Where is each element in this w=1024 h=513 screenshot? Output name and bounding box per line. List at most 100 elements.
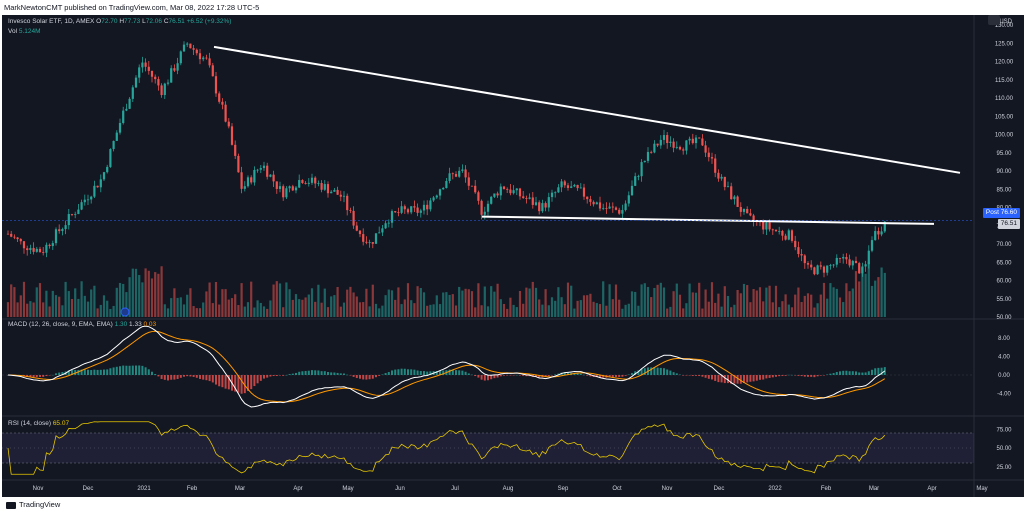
chart-canvas[interactable]: 130.00 125.00 120.00 115.00 110.00 105.00 100.… bbox=[2, 15, 1024, 497]
candle-body bbox=[416, 207, 419, 213]
macd-hist-bar bbox=[55, 373, 57, 375]
price-tick-label: 105.00 bbox=[995, 114, 1014, 120]
macd-hist-bar bbox=[794, 375, 797, 376]
volume-bar bbox=[694, 292, 698, 317]
volume-bar bbox=[566, 282, 570, 317]
macd-hist-bar bbox=[755, 375, 758, 381]
volume-bar bbox=[582, 295, 586, 317]
candle-body bbox=[58, 229, 61, 232]
volume-bar bbox=[413, 303, 416, 317]
candle-body bbox=[877, 231, 880, 235]
volume-bar bbox=[51, 290, 54, 317]
candle-body bbox=[205, 57, 208, 59]
volume-bar bbox=[406, 283, 410, 317]
candle-body bbox=[771, 229, 774, 231]
candle-body bbox=[570, 186, 573, 188]
macd-hist-bar bbox=[343, 373, 345, 375]
volume-bar bbox=[256, 300, 259, 317]
candle-body bbox=[237, 155, 240, 173]
volume-bar bbox=[90, 289, 93, 317]
macd-hist-bar bbox=[637, 370, 640, 375]
macd-hist-bar bbox=[243, 375, 246, 394]
volume-bar bbox=[128, 277, 131, 317]
candle-body bbox=[141, 62, 144, 68]
macd-hist-bar bbox=[749, 375, 752, 382]
macd-hist-bar bbox=[835, 371, 838, 375]
candle-body bbox=[598, 202, 602, 209]
candle-body bbox=[198, 53, 202, 60]
volume-bar bbox=[790, 307, 794, 317]
time-axis-label: Feb bbox=[821, 486, 832, 492]
macd-hist-bar bbox=[499, 375, 502, 377]
volume-bar bbox=[531, 281, 534, 317]
candle-body bbox=[230, 126, 234, 145]
volume-bar bbox=[320, 302, 323, 317]
volume-bar bbox=[19, 295, 22, 317]
volume-bar bbox=[810, 294, 813, 317]
candle-body bbox=[813, 267, 816, 275]
rsi-title: RSI (14, close) bbox=[8, 420, 51, 427]
candle-body bbox=[694, 137, 698, 144]
candle-body bbox=[54, 229, 58, 244]
macd-hist-bar bbox=[336, 372, 339, 375]
candle-body bbox=[22, 241, 26, 249]
macd-hist-bar bbox=[391, 370, 393, 375]
candle-body bbox=[432, 197, 435, 201]
macd-hist-bar bbox=[439, 370, 441, 375]
volume-bar bbox=[384, 295, 387, 317]
candle-body bbox=[10, 233, 13, 237]
candle-body bbox=[458, 170, 461, 177]
macd-hist-bar bbox=[288, 374, 291, 375]
volume-bar bbox=[323, 288, 326, 317]
volume-bar bbox=[208, 282, 211, 317]
settings-icon[interactable] bbox=[988, 15, 1000, 25]
macd-hist-bar bbox=[327, 371, 329, 375]
candle-body bbox=[192, 48, 195, 50]
chart-area[interactable]: 130.00 125.00 120.00 115.00 110.00 105.00 100.… bbox=[2, 15, 1024, 497]
volume-bar bbox=[147, 270, 150, 317]
candle-body bbox=[470, 185, 474, 187]
macd-hist-bar bbox=[451, 369, 454, 375]
volume-bar bbox=[205, 291, 208, 317]
macd-hist-bar bbox=[138, 365, 141, 375]
volume-bar bbox=[493, 291, 496, 317]
volume-bar bbox=[534, 287, 538, 317]
macd-hist-bar bbox=[125, 365, 128, 375]
volume-bar bbox=[365, 288, 368, 317]
candle-body bbox=[774, 229, 778, 232]
macd-hist-bar bbox=[547, 375, 550, 377]
macd-hist-bar bbox=[813, 375, 816, 378]
macd-hist-bar bbox=[122, 365, 125, 375]
macd-hist-bar bbox=[128, 365, 131, 375]
candle-body bbox=[576, 184, 579, 189]
volume-bar bbox=[397, 287, 400, 317]
candle-body bbox=[614, 207, 618, 210]
volume-bar bbox=[77, 298, 80, 317]
volume-bar bbox=[368, 306, 371, 317]
tradingview-logo[interactable]: TradingView bbox=[6, 500, 60, 509]
candle-body bbox=[496, 193, 499, 196]
candle-body bbox=[106, 166, 109, 173]
volume-bar bbox=[698, 282, 701, 317]
candle-body bbox=[624, 203, 627, 211]
macd-hist-bar bbox=[224, 375, 227, 389]
candle-body bbox=[48, 244, 51, 247]
footer: TradingView bbox=[0, 497, 1024, 513]
volume-bar bbox=[390, 290, 394, 317]
price-tick-label: 90.00 bbox=[996, 169, 1012, 175]
volume-bar bbox=[93, 285, 96, 317]
candle-body bbox=[234, 144, 237, 156]
volume-bar bbox=[742, 283, 746, 317]
time-axis-label: Sep bbox=[558, 486, 569, 492]
volume-bar bbox=[643, 283, 646, 317]
macd-hist-bar bbox=[807, 375, 809, 377]
volume-bar bbox=[122, 283, 125, 317]
candle-body bbox=[246, 177, 250, 187]
price-tick-label: 125.00 bbox=[995, 41, 1014, 47]
candle-body bbox=[99, 179, 102, 188]
volume-bar bbox=[675, 283, 678, 317]
candle-body bbox=[803, 255, 806, 264]
macd-hist-bar bbox=[685, 375, 688, 376]
macd-hist-bar bbox=[423, 371, 425, 375]
candle-body bbox=[378, 232, 381, 234]
